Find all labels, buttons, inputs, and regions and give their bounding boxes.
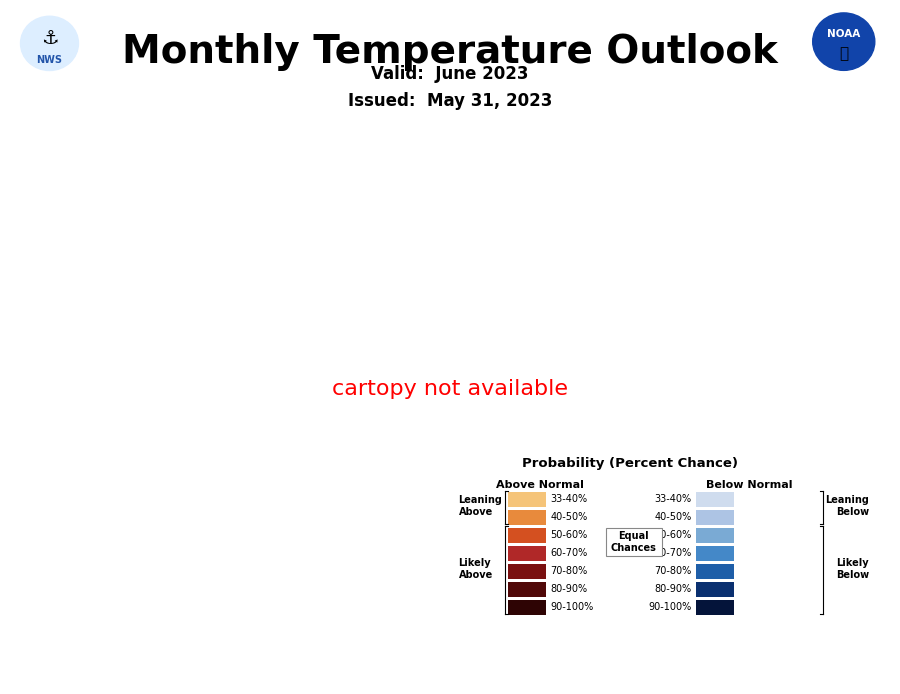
Text: Below Normal: Below Normal bbox=[706, 480, 793, 490]
FancyBboxPatch shape bbox=[508, 600, 546, 615]
Text: 33-40%: 33-40% bbox=[551, 494, 588, 504]
Text: Likely
Below: Likely Below bbox=[836, 558, 869, 579]
Text: NWS: NWS bbox=[37, 55, 62, 65]
Text: 50-60%: 50-60% bbox=[654, 530, 691, 540]
Text: Monthly Temperature Outlook: Monthly Temperature Outlook bbox=[122, 33, 778, 71]
Text: 90-100%: 90-100% bbox=[551, 602, 594, 612]
FancyBboxPatch shape bbox=[696, 510, 734, 525]
Text: 🐦: 🐦 bbox=[839, 46, 849, 62]
FancyBboxPatch shape bbox=[696, 564, 734, 579]
Text: Issued:  May 31, 2023: Issued: May 31, 2023 bbox=[347, 92, 553, 110]
Text: Above Normal: Above Normal bbox=[496, 480, 584, 490]
FancyBboxPatch shape bbox=[508, 582, 546, 597]
Circle shape bbox=[813, 13, 875, 70]
FancyBboxPatch shape bbox=[508, 492, 546, 507]
Text: Likely
Above: Likely Above bbox=[459, 558, 493, 579]
Text: Leaning
Above: Leaning Above bbox=[459, 495, 502, 517]
Text: 40-50%: 40-50% bbox=[654, 512, 691, 522]
FancyBboxPatch shape bbox=[696, 528, 734, 543]
Text: 80-90%: 80-90% bbox=[551, 584, 588, 594]
Text: ⚓: ⚓ bbox=[40, 29, 58, 48]
Text: 80-90%: 80-90% bbox=[654, 584, 691, 594]
Text: 50-60%: 50-60% bbox=[551, 530, 588, 540]
FancyBboxPatch shape bbox=[508, 564, 546, 579]
Circle shape bbox=[21, 16, 78, 71]
Text: Probability (Percent Chance): Probability (Percent Chance) bbox=[521, 457, 737, 471]
Text: 70-80%: 70-80% bbox=[551, 566, 588, 576]
Text: 33-40%: 33-40% bbox=[654, 494, 691, 504]
FancyBboxPatch shape bbox=[696, 582, 734, 597]
Text: Equal
Chances: Equal Chances bbox=[611, 531, 657, 553]
Text: NOAA: NOAA bbox=[827, 29, 860, 39]
FancyBboxPatch shape bbox=[696, 492, 734, 507]
Text: Valid:  June 2023: Valid: June 2023 bbox=[371, 65, 529, 83]
Text: Leaning
Below: Leaning Below bbox=[825, 495, 869, 517]
Text: 60-70%: 60-70% bbox=[551, 548, 588, 558]
FancyBboxPatch shape bbox=[696, 600, 734, 615]
FancyBboxPatch shape bbox=[606, 527, 662, 557]
Text: 90-100%: 90-100% bbox=[648, 602, 691, 612]
FancyBboxPatch shape bbox=[696, 546, 734, 561]
FancyBboxPatch shape bbox=[508, 528, 546, 543]
Text: cartopy not available: cartopy not available bbox=[332, 379, 568, 398]
Text: 70-80%: 70-80% bbox=[654, 566, 691, 576]
FancyBboxPatch shape bbox=[508, 510, 546, 525]
Text: 40-50%: 40-50% bbox=[551, 512, 588, 522]
FancyBboxPatch shape bbox=[508, 546, 546, 561]
Text: 60-70%: 60-70% bbox=[654, 548, 691, 558]
